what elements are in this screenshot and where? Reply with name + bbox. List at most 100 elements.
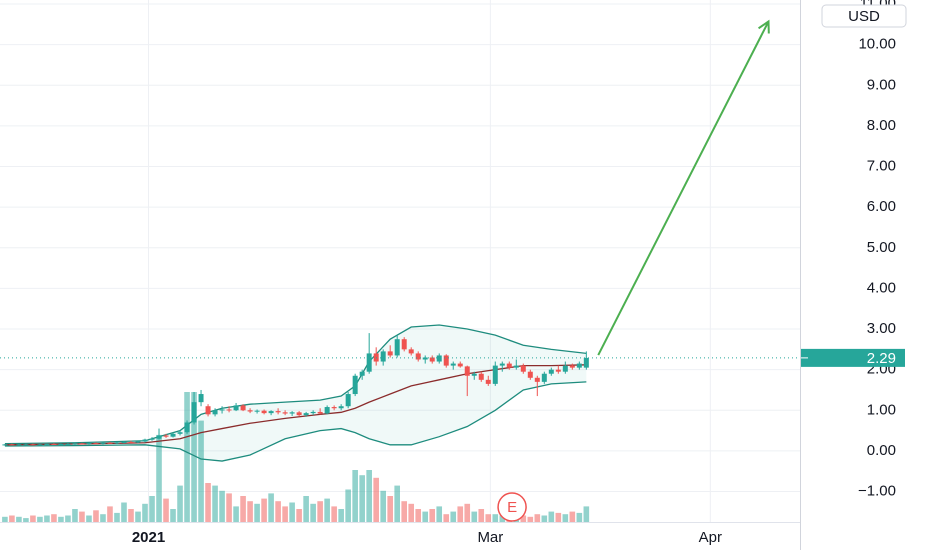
candle-body xyxy=(303,413,309,416)
candle-body xyxy=(233,405,239,411)
volume-bar xyxy=(205,483,211,522)
candle-body xyxy=(492,365,498,384)
volume-bar xyxy=(555,512,562,522)
candle-body xyxy=(191,402,197,423)
volume-bar xyxy=(569,511,576,522)
y-tick-label: 5.00 xyxy=(867,239,896,256)
candle-body xyxy=(562,365,568,372)
volume-bar xyxy=(275,501,281,522)
volume-bar xyxy=(310,503,316,522)
volume-bar xyxy=(520,515,527,522)
volume-bar xyxy=(184,392,190,522)
volume-bar xyxy=(16,516,22,522)
candle-body xyxy=(30,444,36,446)
volume-bar xyxy=(163,498,169,522)
candle-body xyxy=(254,410,260,412)
candle-body xyxy=(86,443,92,445)
y-tick-label: 1.00 xyxy=(867,401,896,418)
volume-bar xyxy=(478,509,485,522)
candle-body xyxy=(401,339,407,350)
bollinger-lower xyxy=(4,381,587,462)
volume-bar xyxy=(317,501,323,522)
candle-body xyxy=(79,443,85,445)
band-fill xyxy=(4,324,587,462)
candle-body xyxy=(177,432,183,434)
volume-bar xyxy=(422,511,429,522)
candle-body xyxy=(429,357,435,362)
candle-body xyxy=(520,365,526,372)
bollinger-middle xyxy=(4,364,587,446)
last-price-label: 2.29 xyxy=(867,350,896,367)
y-tick-label: 4.00 xyxy=(867,279,896,296)
volume-bar xyxy=(324,498,330,522)
volume-bar xyxy=(464,503,471,522)
candle-body xyxy=(317,411,323,414)
candle-body xyxy=(485,379,491,384)
volume-bar xyxy=(58,516,64,522)
volume-bar xyxy=(135,511,141,522)
candle-body xyxy=(107,442,113,444)
candle-body xyxy=(352,375,358,395)
volume-bar xyxy=(65,515,71,522)
currency-box xyxy=(821,4,907,28)
volume-bar xyxy=(23,518,29,522)
volume-bar xyxy=(247,501,253,522)
candle-body xyxy=(226,409,232,411)
volume-bar xyxy=(93,510,99,522)
volume-bar xyxy=(44,515,50,522)
candle-body xyxy=(121,441,127,443)
volume-bar xyxy=(37,516,43,522)
volume-bar xyxy=(443,514,450,522)
candle-body xyxy=(275,411,281,413)
candle-body xyxy=(408,349,414,354)
candle-body xyxy=(576,363,582,368)
candle-body xyxy=(268,411,274,414)
volume-bar xyxy=(541,515,548,522)
candle-body xyxy=(261,410,267,414)
volume-bar xyxy=(408,503,415,522)
y-tick-label: −1.00 xyxy=(858,483,896,500)
y-tick-label: 7.00 xyxy=(867,158,896,175)
volume-bar xyxy=(72,509,78,522)
candle-body xyxy=(128,441,134,443)
earnings-marker xyxy=(497,492,527,522)
volume-bar xyxy=(352,470,358,522)
volume-bar xyxy=(86,515,92,522)
volume-bar xyxy=(457,506,464,522)
candle-body xyxy=(471,373,477,376)
x-tick-label: 2021 xyxy=(132,529,165,546)
candle-body xyxy=(338,406,344,409)
candle-body xyxy=(555,369,561,372)
volume-bar xyxy=(562,514,569,522)
volume-bar xyxy=(212,485,218,522)
candle-body xyxy=(282,412,288,414)
volume-bar xyxy=(121,502,127,522)
candle-body xyxy=(2,444,8,446)
candle-body xyxy=(163,435,169,437)
candle-body xyxy=(72,443,78,445)
volume-bar xyxy=(149,496,155,522)
candle-body xyxy=(457,363,463,367)
volume-bar xyxy=(100,514,106,522)
candle-body xyxy=(9,444,15,446)
volume-bar xyxy=(177,485,183,522)
volume-bar xyxy=(30,515,36,522)
volume-bar xyxy=(429,509,436,522)
volume-bar xyxy=(142,503,148,522)
candle-body xyxy=(37,444,43,446)
candle-body xyxy=(527,371,533,378)
candle-body xyxy=(387,351,393,356)
volume-bar xyxy=(282,506,288,522)
y-tick-label: 10.00 xyxy=(858,36,896,53)
candle-body xyxy=(16,444,22,446)
candle-body xyxy=(156,435,162,439)
volume-bar xyxy=(373,477,379,522)
candle-body xyxy=(359,371,365,376)
candle-body xyxy=(212,410,218,415)
volume-bar xyxy=(226,493,232,522)
candle-body xyxy=(478,373,484,380)
volume-bar xyxy=(499,515,506,522)
candle-body xyxy=(464,366,470,376)
volume-bar xyxy=(338,509,344,522)
volume-bar xyxy=(583,506,590,522)
